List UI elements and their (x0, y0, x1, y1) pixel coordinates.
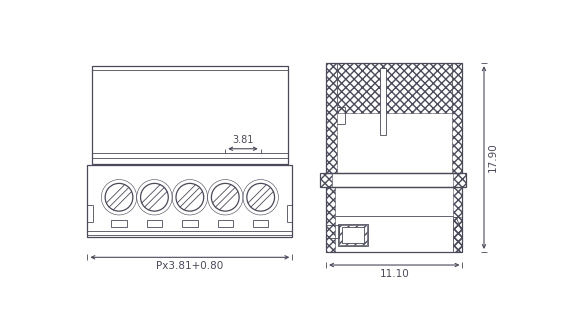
Bar (453, 173, 466, 187)
Bar (380, 68, 385, 135)
Bar (453, 217, 462, 252)
Bar (337, 63, 451, 113)
Bar (88, 165, 292, 237)
Text: 17.90: 17.90 (488, 143, 498, 173)
Bar (451, 63, 462, 173)
Text: 3.81: 3.81 (232, 135, 254, 145)
Bar (218, 220, 233, 226)
Bar (182, 220, 198, 226)
Bar (342, 227, 364, 243)
Bar (453, 187, 462, 252)
Bar (111, 220, 127, 226)
Bar (253, 220, 268, 226)
Bar (326, 187, 336, 252)
Bar (339, 225, 367, 245)
Bar (338, 224, 368, 246)
Bar (326, 187, 462, 252)
Text: Px3.81+0.80: Px3.81+0.80 (156, 261, 224, 271)
Bar (326, 63, 462, 173)
Bar (320, 173, 332, 187)
Bar (147, 220, 162, 226)
Bar (320, 173, 466, 187)
Bar (326, 63, 337, 173)
Text: 11.10: 11.10 (380, 269, 409, 279)
Bar (92, 66, 288, 164)
